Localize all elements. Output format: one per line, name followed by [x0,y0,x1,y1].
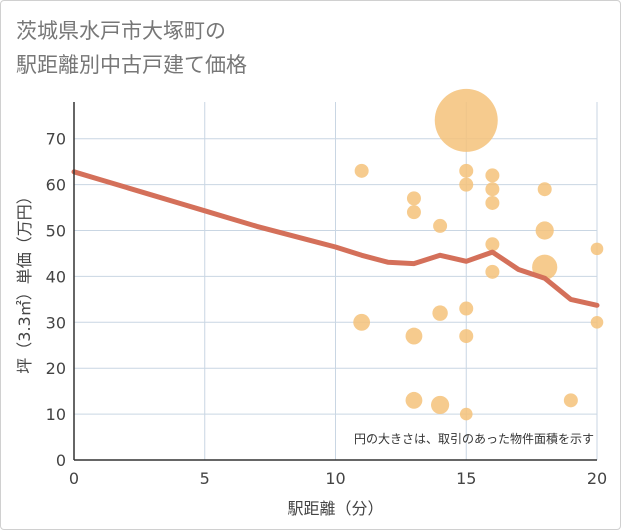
data-point [485,168,500,183]
data-point [433,218,448,233]
data-point [434,88,498,152]
y-tick-label: 40 [46,267,66,286]
data-point [459,301,474,316]
data-point [406,205,421,220]
chart-title-line-2: 駅距離別中古戸建て価格 [16,53,247,77]
data-point [590,316,604,329]
grid-lines [74,102,598,460]
data-point [590,242,604,256]
data-point [459,163,474,178]
y-tick-label: 20 [46,359,66,378]
data-point [354,163,369,178]
data-point [563,393,578,408]
chart-title-line-1: 茨城県水戸市大塚町の [16,19,226,43]
data-point [431,395,450,415]
trend-line [71,169,600,308]
data-point [459,329,474,344]
data-points [353,88,604,421]
x-axis-label: 駅距離（分） [287,499,383,518]
x-tick-label: 5 [200,469,210,488]
y-tick-label: 10 [46,405,66,424]
size-legend-note: 円の大きさは、取引のあった物件面積を示す [354,431,594,446]
data-point [353,313,371,331]
x-tick-label: 15 [456,469,476,488]
data-point [405,327,423,345]
data-point [459,177,474,192]
data-point [485,264,500,279]
x-tick-label: 10 [325,469,345,488]
data-point [485,182,500,197]
y-tick-label: 50 [46,222,66,241]
y-tick-label: 30 [46,313,66,332]
y-tick-label: 0 [56,451,66,470]
x-tick-label: 0 [69,469,79,488]
data-point [459,407,473,421]
axes [73,102,597,461]
chart-title: 茨城県水戸市大塚町の 駅距離別中古戸建て価格 [16,14,247,82]
data-point [535,221,554,240]
tick-labels: 0 5 10 15 20 0 10 20 30 40 50 60 70 [46,130,608,488]
x-tick-label: 20 [587,469,607,488]
data-point [485,195,500,210]
data-point [405,391,423,409]
data-point [406,191,421,206]
y-tick-label: 60 [46,176,66,195]
data-point [485,237,500,252]
y-axis-label: 坪（3.3㎡）単価（万円） [15,188,34,373]
y-tick-label: 70 [46,130,66,149]
data-point [432,305,448,321]
data-point [537,182,552,197]
trend-line-group [71,169,600,308]
